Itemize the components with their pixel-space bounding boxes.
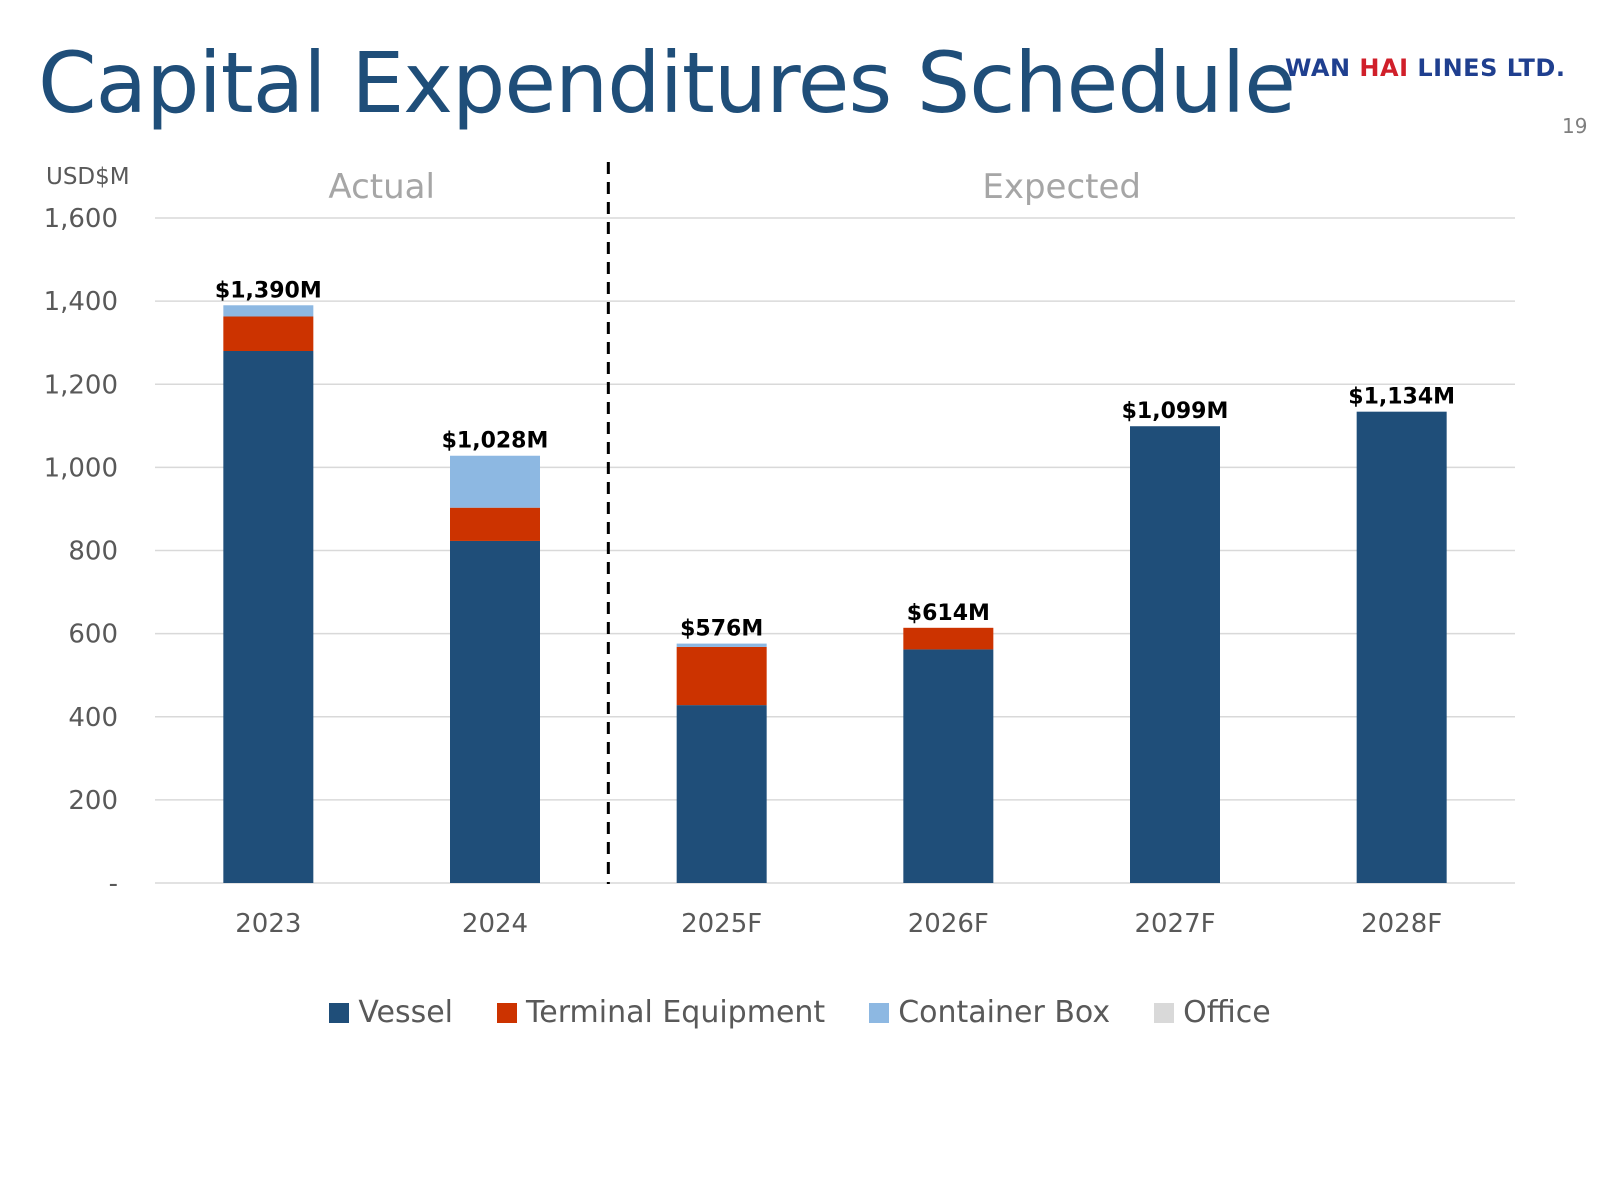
section-label-actual: Actual — [328, 167, 435, 207]
y-tick-label: 1,400 — [44, 287, 118, 317]
bar-segment-container-box — [676, 643, 767, 647]
data-label-total: $1,099M — [1122, 399, 1229, 424]
logo-text-hai: HAI — [1359, 54, 1409, 82]
legend-swatch — [869, 1002, 890, 1023]
x-tick-label: 2028F — [1361, 909, 1442, 939]
bar-segment-terminal-equipment — [676, 646, 767, 706]
y-tick-label: 1,000 — [44, 453, 118, 483]
bar-segment-terminal-equipment — [903, 627, 994, 650]
y-tick-label: 1,600 — [44, 204, 118, 234]
legend-label: Container Box — [898, 995, 1111, 1030]
legend-item-vessel: Vessel — [329, 995, 453, 1030]
y-tick-label: 200 — [68, 786, 118, 816]
bar-segment-vessel — [676, 705, 767, 883]
bar-segment-vessel — [1356, 411, 1447, 883]
bar-segment-terminal-equipment — [450, 507, 540, 541]
section-label-expected: Expected — [982, 167, 1141, 207]
bar-segment-vessel — [450, 540, 540, 883]
page-title: Capital Expenditures Schedule — [38, 34, 1296, 132]
company-logo: WAN HAI LINES LTD. — [1285, 54, 1565, 82]
y-tick-label: - — [109, 869, 118, 899]
y-axis-title: USD$M — [46, 164, 130, 190]
label-layer: - 200 400 600 800 1,000 1,200 1,400 1,600 $1,390M… — [44, 167, 1456, 939]
legend-label: Office — [1183, 995, 1271, 1030]
chart-legend: Vessel Terminal Equipment Container Box Off… — [0, 995, 1600, 1030]
legend-swatch — [497, 1002, 518, 1023]
legend-label: Vessel — [358, 995, 454, 1030]
logo-text-wan: WAN — [1285, 54, 1360, 82]
legend-item-terminal-equipment: Terminal Equipment — [497, 995, 825, 1030]
legend-swatch — [1154, 1002, 1175, 1023]
x-tick-label: 2027F — [1134, 909, 1215, 939]
data-label-total: $614M — [907, 601, 990, 626]
data-label-total: $1,028M — [442, 429, 549, 454]
bar-segment-vessel — [1130, 426, 1220, 883]
x-tick-label: 2024 — [462, 909, 528, 939]
data-label-total: $576M — [680, 617, 763, 642]
bar-segment-container-box — [223, 305, 314, 317]
x-tick-label: 2023 — [235, 909, 301, 939]
x-tick-label: 2025F — [681, 909, 762, 939]
logo-text-lines: LINES LTD. — [1408, 54, 1566, 82]
legend-label: Terminal Equipment — [526, 995, 826, 1030]
data-label-total: $1,134M — [1348, 385, 1455, 410]
y-tick-label: 1,200 — [44, 370, 118, 400]
legend-swatch — [329, 1002, 350, 1023]
bar-segment-container-box — [450, 455, 540, 508]
y-tick-label: 800 — [68, 537, 118, 567]
page-number: 19 — [1562, 114, 1588, 138]
bar-segment-terminal-equipment — [223, 316, 314, 351]
x-tick-label: 2026F — [908, 909, 989, 939]
y-tick-label: 600 — [68, 620, 118, 650]
bar-segment-vessel — [223, 351, 314, 883]
legend-item-office: Office — [1154, 995, 1271, 1030]
legend-item-container-box: Container Box — [869, 995, 1110, 1030]
y-tick-label: 400 — [68, 703, 118, 733]
data-label-total: $1,390M — [215, 278, 322, 303]
bar-layer — [223, 305, 1447, 883]
bar-segment-vessel — [903, 649, 994, 883]
grid-layer — [155, 162, 1515, 884]
